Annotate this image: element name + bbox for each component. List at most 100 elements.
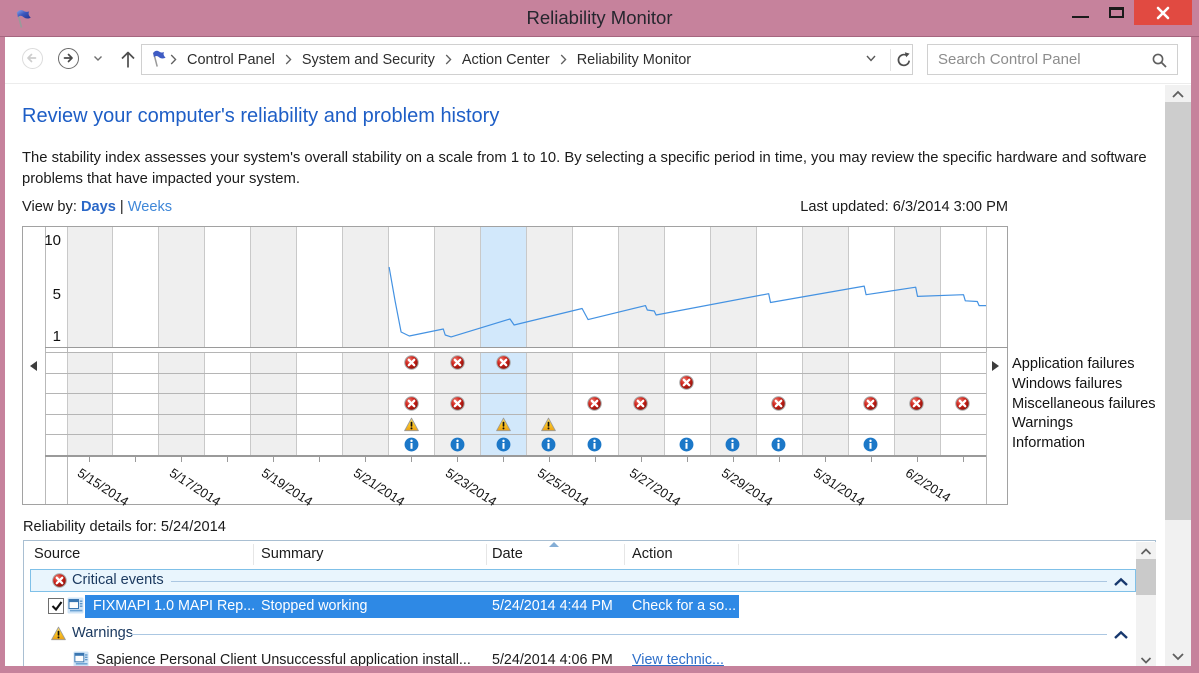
info-event-icon[interactable] — [587, 437, 602, 452]
view-by-days-link[interactable]: Days — [80, 199, 116, 215]
refresh-icon[interactable] — [894, 50, 914, 70]
info-event-icon[interactable] — [450, 437, 465, 452]
chart-scroll-right-icon[interactable] — [992, 361, 999, 371]
y-axis-label: 10 — [44, 232, 61, 249]
details-table[interactable]: Source Summary Date Action Critical events … — [23, 540, 1156, 666]
breadcrumb-item[interactable]: Control Panel — [187, 51, 275, 68]
selected-event-row[interactable] — [85, 595, 739, 618]
info-event-icon[interactable] — [541, 437, 556, 452]
grid-line — [434, 352, 436, 455]
error-event-icon[interactable] — [403, 354, 419, 370]
maximize-button[interactable] — [1100, 0, 1134, 25]
collapse-group-icon[interactable] — [1113, 577, 1129, 587]
table-scrollbar[interactable] — [1136, 542, 1156, 666]
legend-item: Information — [1012, 435, 1086, 452]
error-event-icon[interactable] — [863, 396, 878, 411]
cell-date[interactable]: 5/24/2014 4:06 PM — [492, 652, 613, 666]
action-link[interactable]: View technic... — [632, 652, 724, 666]
window-scrollbar-thumb[interactable] — [1165, 102, 1191, 520]
error-event-icon[interactable] — [403, 396, 419, 411]
address-bar[interactable]: Control Panel System and Security Action… — [141, 44, 913, 75]
breadcrumb: Control Panel System and Security Action… — [148, 45, 701, 74]
breadcrumb-item[interactable]: Action Center — [461, 51, 550, 68]
window-scroll-down-icon[interactable] — [1171, 651, 1185, 662]
cell-summary[interactable]: Unsuccessful application install... — [261, 652, 471, 666]
row-checkbox[interactable] — [48, 598, 64, 614]
column-header-action[interactable]: Action — [632, 546, 673, 562]
error-event-icon[interactable] — [909, 396, 924, 411]
collapse-group-icon[interactable] — [1113, 630, 1129, 640]
grid-line — [571, 352, 573, 455]
collapse-group-button[interactable] — [1113, 575, 1129, 591]
info-event-icon[interactable] — [771, 437, 786, 452]
breadcrumb-item[interactable]: System and Security — [301, 51, 435, 68]
search-box[interactable]: Search Control Panel — [927, 44, 1178, 75]
back-button[interactable] — [22, 48, 43, 69]
recent-pages-dropdown[interactable] — [93, 55, 103, 62]
error-event-icon[interactable] — [587, 396, 603, 411]
cell-source[interactable]: FIXMAPI 1.0 MAPI Rep... — [93, 598, 256, 614]
error-event-icon[interactable] — [449, 396, 465, 411]
selected-day-column[interactable] — [480, 227, 526, 347]
tick-mark — [778, 457, 780, 462]
column-header-source[interactable]: Source — [34, 546, 81, 562]
sort-ascending-icon — [549, 542, 559, 547]
error-event-icon[interactable] — [771, 396, 786, 411]
info-event-icon[interactable] — [679, 437, 694, 452]
grid-line — [342, 227, 344, 347]
tick-mark — [916, 457, 918, 462]
y-axis-label: 5 — [52, 285, 61, 303]
table-scrollbar-thumb[interactable] — [1136, 559, 1156, 595]
breadcrumb-item[interactable]: Reliability Monitor — [576, 51, 692, 68]
warning-event-icon[interactable] — [541, 417, 557, 432]
grid-line — [709, 352, 711, 455]
error-event-icon[interactable] — [955, 396, 970, 411]
error-icon — [587, 396, 603, 411]
x-axis-date-label: 5/19/2014 — [259, 465, 316, 510]
tick-mark — [273, 457, 275, 462]
error-icon — [863, 396, 878, 411]
cell-summary[interactable]: Stopped working — [261, 598, 368, 614]
cell-source[interactable]: Sapience Personal Client — [96, 652, 257, 666]
table-scroll-down-icon[interactable] — [1140, 655, 1152, 665]
error-event-icon[interactable] — [495, 354, 511, 370]
view-by-weeks-link[interactable]: Weeks — [127, 199, 173, 215]
warning-event-icon[interactable] — [403, 417, 419, 432]
grid-line — [388, 227, 390, 347]
info-event-icon[interactable] — [496, 437, 511, 452]
info-event-icon[interactable] — [725, 437, 740, 452]
grid-line — [296, 352, 298, 455]
up-button[interactable] — [117, 48, 139, 70]
window-scroll-up-icon[interactable] — [1171, 89, 1185, 100]
table-scroll-up-icon[interactable] — [1140, 547, 1152, 557]
intro-line-1: The stability index assesses your system… — [22, 150, 1147, 166]
search-icon[interactable] — [1151, 52, 1168, 69]
minimize-button[interactable] — [1060, 0, 1100, 25]
grid-line — [158, 352, 160, 455]
window-content: Control Panel System and Security Action… — [5, 37, 1191, 666]
close-button[interactable] — [1134, 0, 1192, 25]
error-event-icon[interactable] — [679, 375, 695, 391]
collapse-group-button[interactable] — [1113, 628, 1129, 644]
day-column-shade — [250, 227, 297, 347]
breadcrumb-chevron-icon — [560, 54, 567, 65]
column-header-date[interactable]: Date — [492, 546, 523, 562]
warning-event-icon[interactable] — [495, 417, 511, 432]
action-link[interactable]: Check for a so... — [632, 598, 737, 614]
error-event-icon[interactable] — [633, 396, 649, 411]
info-icon — [542, 437, 556, 452]
day-column-shade — [158, 227, 205, 347]
error-event-icon[interactable] — [449, 354, 465, 370]
view-by-separator: | — [119, 199, 124, 215]
chart-scroll-left-icon[interactable] — [30, 361, 37, 371]
legend-item: Windows failures — [1012, 375, 1123, 392]
stability-chart[interactable]: 10 5 1 5/15/2014 5/17/2014 5/19/2014 5/21/2014… — [22, 226, 1008, 509]
grid-line — [45, 352, 986, 353]
window-scrollbar[interactable] — [1165, 85, 1191, 666]
info-event-icon[interactable] — [863, 437, 878, 452]
address-dropdown-icon[interactable] — [865, 54, 877, 63]
cell-date[interactable]: 5/24/2014 4:44 PM — [492, 598, 613, 614]
column-header-summary[interactable]: Summary — [261, 546, 324, 562]
info-event-icon[interactable] — [404, 437, 419, 452]
forward-button[interactable] — [58, 48, 79, 69]
